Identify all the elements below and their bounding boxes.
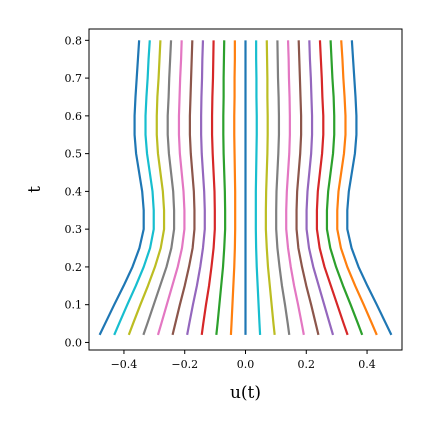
y-tick-label: 0.2 bbox=[65, 261, 83, 274]
series-line-4 bbox=[142, 40, 176, 336]
series-line-8 bbox=[200, 40, 216, 336]
y-tick-label: 0.7 bbox=[65, 72, 83, 85]
series-line-3 bbox=[127, 40, 166, 336]
y-axis-label: t bbox=[25, 186, 45, 193]
series-line-14 bbox=[275, 40, 291, 336]
series-line-9 bbox=[215, 40, 227, 336]
x-tick-label: −0.2 bbox=[171, 358, 198, 371]
x-tick-label: 0.2 bbox=[298, 358, 316, 371]
x-tick-label: −0.4 bbox=[111, 358, 138, 371]
series-line-18 bbox=[315, 40, 349, 336]
series-line-10 bbox=[229, 40, 237, 335]
series-line-20 bbox=[336, 40, 378, 336]
series-line-19 bbox=[325, 40, 364, 336]
series-line-12 bbox=[254, 40, 262, 335]
series-line-2 bbox=[113, 40, 155, 336]
series-line-7 bbox=[186, 40, 206, 336]
series-line-5 bbox=[156, 40, 186, 336]
x-axis-label: u(t) bbox=[230, 383, 261, 403]
ticks-layer: −0.4 −0.2 0.0 0.2 0.4 0.0 0.1 0.2 0.3 0.4 0.5 0.6 0.… bbox=[65, 34, 376, 371]
y-tick-label: 0.3 bbox=[65, 223, 83, 236]
y-tick-label: 0.5 bbox=[65, 148, 83, 161]
series-line-6 bbox=[171, 40, 196, 336]
series-line-15 bbox=[285, 40, 305, 336]
x-tick-label: 0.0 bbox=[237, 358, 255, 371]
series-layer bbox=[98, 40, 393, 336]
x-tick-label: 0.4 bbox=[358, 358, 376, 371]
series-line-16 bbox=[295, 40, 320, 336]
y-tick-label: 0.4 bbox=[65, 185, 83, 198]
series-line-1 bbox=[98, 40, 145, 336]
y-tick-label: 0.1 bbox=[65, 299, 83, 312]
y-tick-label: 0.0 bbox=[65, 336, 83, 349]
y-tick-label: 0.6 bbox=[65, 110, 83, 123]
series-line-17 bbox=[305, 40, 335, 336]
y-tick-label: 0.8 bbox=[65, 34, 83, 47]
series-line-13 bbox=[264, 40, 276, 336]
series-line-21 bbox=[346, 40, 393, 336]
